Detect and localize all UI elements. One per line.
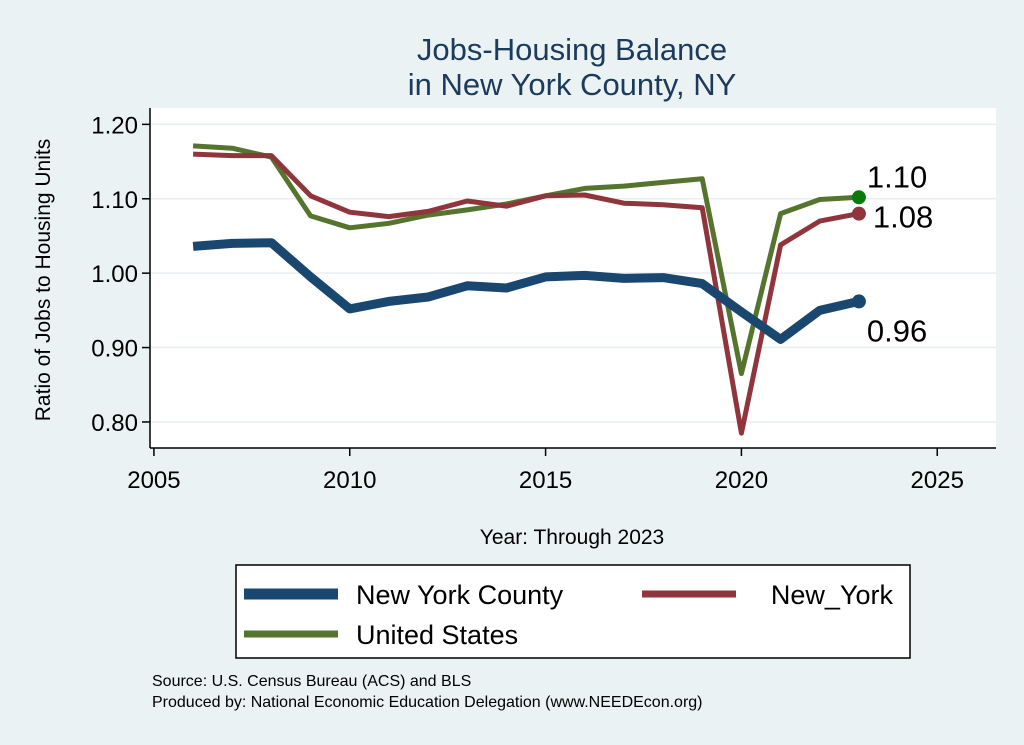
y-tick-label: 1.20 — [91, 112, 138, 139]
series-line-0 — [192, 238, 860, 344]
y-ticks: 0.80 0.90 1.00 1.10 1.20 — [91, 112, 150, 437]
legend-box — [235, 564, 911, 659]
legend: New York County New_York United States — [244, 580, 893, 650]
series-line-1 — [193, 151, 860, 436]
producer-line: Produced by: National Economic Education… — [152, 694, 703, 711]
source-line: Source: U.S. Census Bureau (ACS) and BLS — [152, 673, 471, 690]
legend-label-1: New_York — [771, 580, 894, 610]
legend-label-0: New York County — [356, 580, 564, 610]
y-tick-label: 0.90 — [91, 336, 138, 363]
x-tick-label: 2005 — [127, 467, 180, 494]
end-label-2: 1.10 — [867, 159, 927, 194]
end-marker-2 — [851, 190, 866, 205]
end-markers: 0.96 1.08 1.10 — [851, 159, 933, 348]
y-axis-label: Ratio of Jobs to Housing Units — [32, 139, 55, 421]
chart-title-line-1: Jobs-Housing Balance — [417, 32, 727, 67]
end-label-1: 1.08 — [873, 200, 933, 235]
series-lines — [192, 143, 860, 436]
x-tick-label: 2015 — [519, 467, 572, 494]
y-tick-label: 1.10 — [91, 187, 138, 214]
x-ticks: 2005 2010 2015 2020 2025 — [127, 448, 964, 494]
x-tick-label: 2025 — [911, 467, 964, 494]
y-tick-label: 0.80 — [91, 410, 138, 437]
chart-title-line-2: in New York County, NY — [408, 67, 737, 102]
x-tick-label: 2020 — [715, 467, 768, 494]
y-tick-label: 1.00 — [91, 261, 138, 288]
end-label-0: 0.96 — [867, 313, 927, 348]
end-marker-1 — [851, 206, 866, 221]
end-marker-0 — [851, 294, 866, 309]
legend-label-2: United States — [356, 620, 518, 650]
x-tick-label: 2010 — [323, 467, 376, 494]
x-axis-label: Year: Through 2023 — [480, 526, 665, 549]
